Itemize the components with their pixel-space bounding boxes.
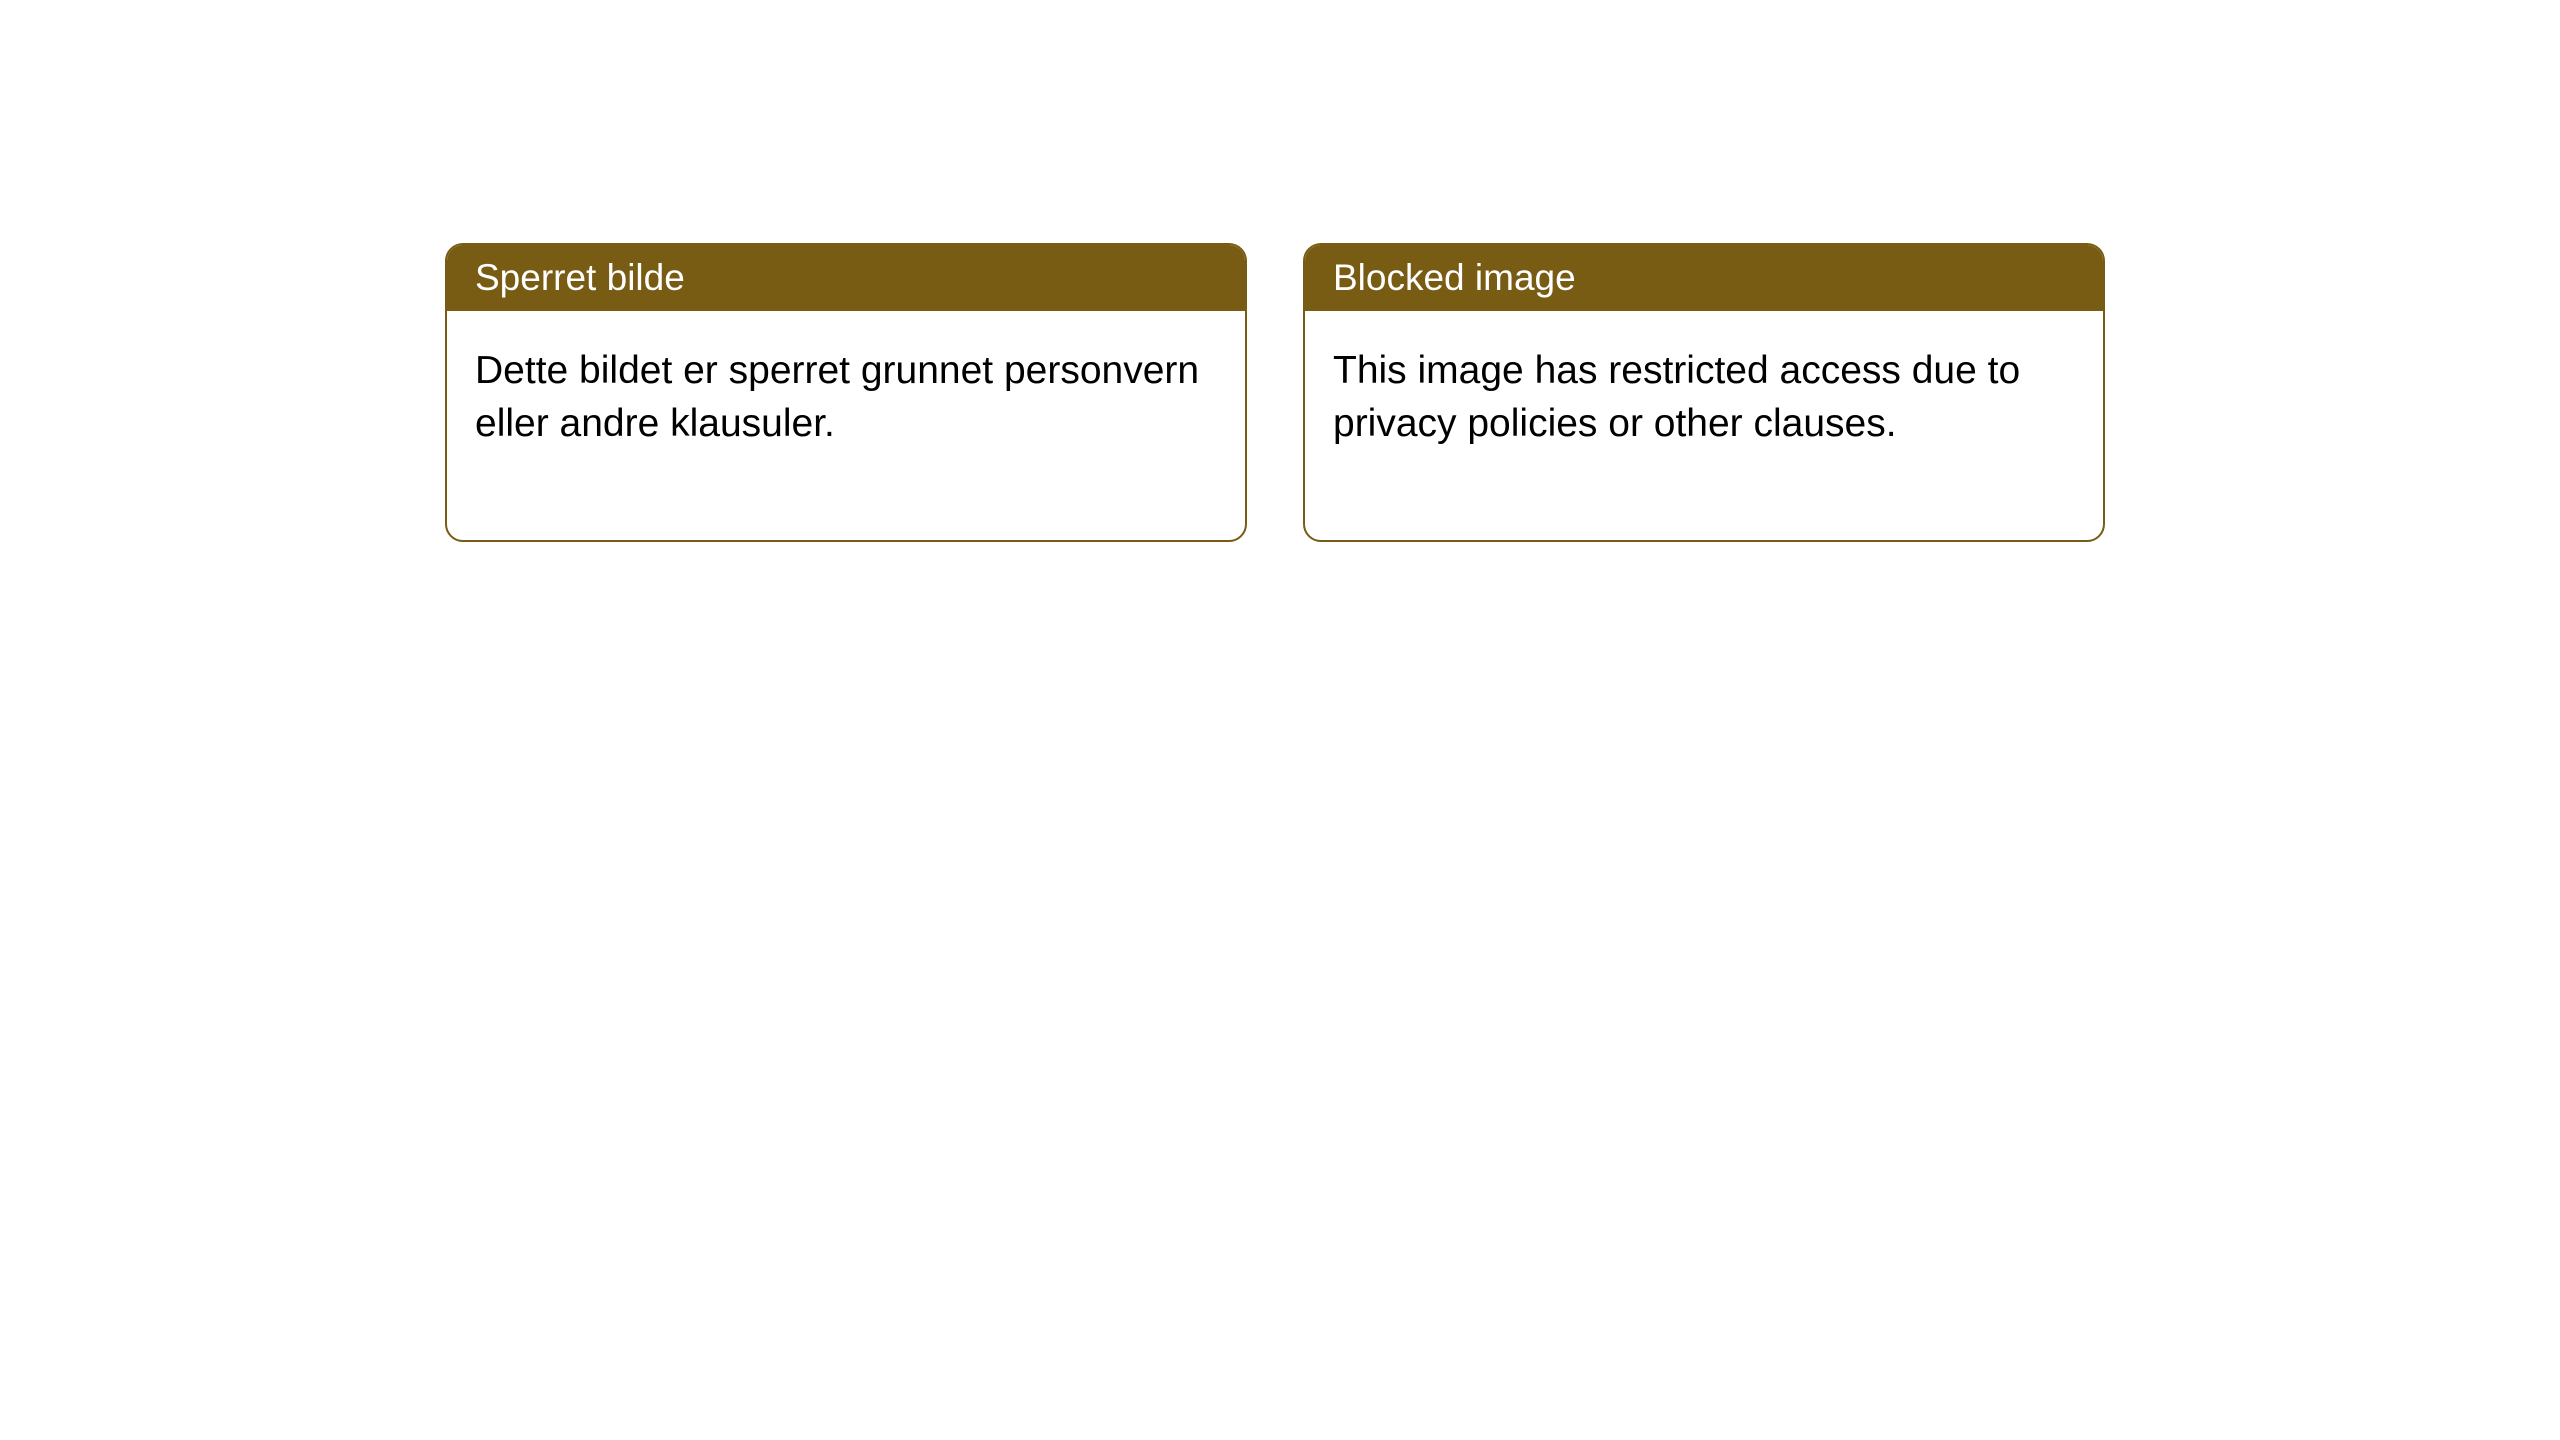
card-title: Sperret bilde (475, 257, 685, 298)
card-title: Blocked image (1333, 257, 1576, 298)
card-message: Dette bildet er sperret grunnet personve… (475, 349, 1199, 445)
notice-card-norwegian: Sperret bilde Dette bildet er sperret gr… (445, 243, 1247, 542)
notice-card-english: Blocked image This image has restricted … (1303, 243, 2105, 542)
card-body: Dette bildet er sperret grunnet personve… (447, 311, 1245, 540)
card-message: This image has restricted access due to … (1333, 349, 2020, 445)
card-header: Sperret bilde (447, 245, 1245, 311)
notice-cards-container: Sperret bilde Dette bildet er sperret gr… (0, 0, 2560, 542)
card-header: Blocked image (1305, 245, 2103, 311)
card-body: This image has restricted access due to … (1305, 311, 2103, 540)
